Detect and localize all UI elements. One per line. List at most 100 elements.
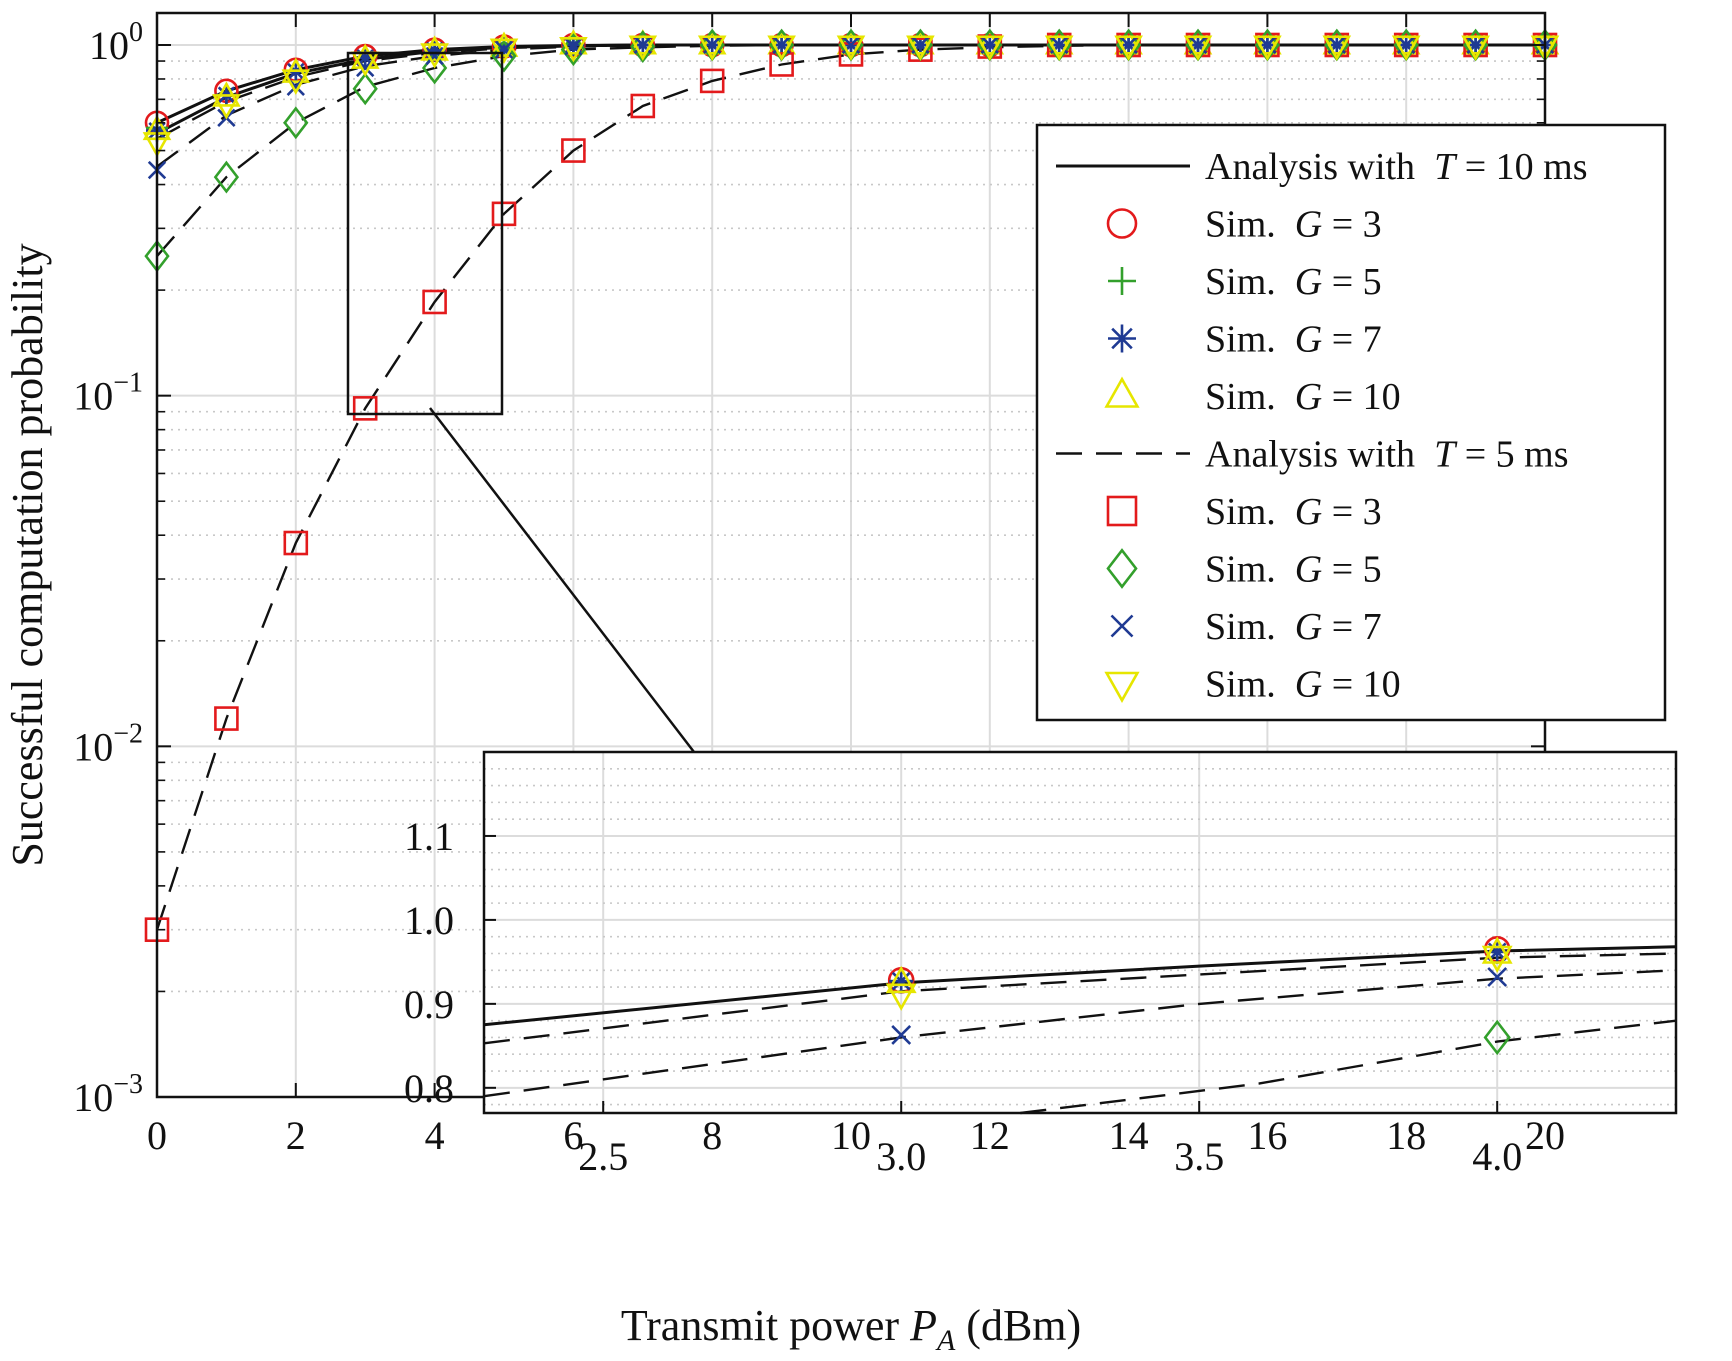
- x-tick-label-4: 8: [702, 1113, 722, 1158]
- legend-text-5-suffix: = 5 ms: [1455, 434, 1568, 476]
- legend-box: [1035, 123, 1667, 722]
- legend-marker-2-shape: [1108, 267, 1136, 295]
- marker-s4-p3: [352, 396, 378, 421]
- marker-s7-p19-shape: [1461, 35, 1490, 61]
- marker-s3-p12-shape: [975, 29, 1005, 55]
- legend-text-1-sym: G: [1295, 204, 1322, 246]
- marker-s7-p15: [1183, 35, 1213, 61]
- legend-text-2-suffix: = 5: [1322, 261, 1381, 303]
- marker-s5-p1: [213, 160, 240, 194]
- marker-s5-p3-shape: [352, 72, 378, 106]
- inset-frame: [482, 750, 1678, 1115]
- marker-s5-p3: [352, 72, 378, 106]
- x-tick-label-9: 18: [1386, 1113, 1426, 1158]
- legend-text-7-prefix: Sim.: [1205, 549, 1295, 591]
- inset-marker-4: [885, 983, 917, 1011]
- marker-s7-p5-shape: [489, 38, 519, 64]
- inset-marker-9: [1481, 936, 1513, 964]
- x-tick-label-7: 14: [1109, 1113, 1149, 1158]
- inset-x-tick-label-0: 2.5: [578, 1134, 628, 1179]
- marker-s2-p3-shape: [354, 46, 377, 69]
- legend-marker-7: [1106, 548, 1138, 589]
- marker-s7-p6: [559, 36, 588, 63]
- legend-marker-4-shape: [1104, 376, 1140, 408]
- marker-s3-p15: [1183, 29, 1213, 55]
- zoom-connector-line: [429, 407, 695, 753]
- marker-s2-p4-shape: [423, 39, 446, 62]
- x-tick-label-8: 16: [1247, 1113, 1287, 1158]
- inset-line-0: [483, 945, 1677, 1027]
- y-tick-label-0: 100: [89, 17, 143, 68]
- x-axis-label-symbol: P: [909, 1301, 937, 1350]
- zoom-region-box: [346, 51, 504, 416]
- legend-text-3-suffix: = 7: [1322, 319, 1381, 361]
- legend-text-2-sym: G: [1295, 261, 1322, 303]
- marker-s5-p5-shape: [491, 39, 517, 73]
- legend-text-6: Sim. G = 3: [1205, 491, 1382, 533]
- marker-s3-p7: [628, 29, 658, 55]
- marker-s7-p2-shape: [281, 69, 311, 95]
- marker-s7-p17-shape: [1322, 35, 1352, 61]
- marker-s4-p8-shape: [699, 68, 725, 94]
- marker-s4-p7: [630, 93, 656, 119]
- inset-marker-10: [1481, 945, 1513, 974]
- marker-s3-p14-shape: [1114, 29, 1143, 55]
- marker-s7-p16-shape: [1253, 35, 1282, 61]
- marker-s6-p4-shape: [425, 46, 444, 66]
- legend-text-9: Sim. G = 10: [1205, 664, 1401, 706]
- x-tick-label-2: 4: [425, 1113, 445, 1158]
- y-tick-label-exp-3: −3: [113, 1069, 143, 1100]
- marker-s3-p8: [697, 29, 727, 55]
- marker-s7-p4: [420, 43, 449, 69]
- marker-s7-p10: [836, 35, 866, 61]
- legend-text-7: Sim. G = 5: [1205, 549, 1382, 591]
- marker-s3-p14: [1114, 29, 1143, 55]
- legend-marker-6: [1106, 495, 1138, 527]
- legend-text-9-prefix: Sim.: [1205, 664, 1295, 706]
- x-tick-label-10: 20: [1525, 1113, 1565, 1158]
- inset-marker-11: [1487, 967, 1508, 987]
- marker-s7-p15-shape: [1183, 35, 1213, 61]
- legend-text-4: Sim. G = 10: [1205, 376, 1401, 418]
- series-line-5: [156, 43, 1545, 140]
- inset-marker-11-shape: [1487, 967, 1508, 987]
- inset-marker-5-shape: [891, 1025, 912, 1045]
- inset-y-tick-label-3: 1.1: [404, 814, 454, 859]
- marker-s4-p1: [214, 706, 239, 731]
- marker-s7-p16: [1253, 35, 1282, 61]
- x-tick-label-6: 12: [970, 1113, 1010, 1158]
- marker-s4-p4-shape: [422, 289, 447, 315]
- legend-marker-3-shape: [1108, 324, 1136, 353]
- inset-x-tick-label-1: 3.0: [876, 1134, 926, 1179]
- marker-s3-p19: [1461, 29, 1490, 55]
- legend-text-7-suffix: = 5: [1322, 549, 1381, 591]
- inset-marker-3-shape: [885, 965, 917, 994]
- inset-line-1: [483, 952, 1677, 1045]
- y-axis-label: Successful computation probability: [3, 243, 52, 866]
- legend-text-9-suffix: = 10: [1322, 664, 1400, 706]
- marker-s7-p7: [628, 35, 658, 61]
- marker-s7-p4-shape: [420, 43, 449, 69]
- legend-text-4-sym: G: [1295, 376, 1322, 418]
- inset-marker-12-shape: [1483, 1019, 1511, 1056]
- marker-s7-p14-shape: [1114, 35, 1143, 61]
- legend-marker-9-shape: [1104, 671, 1140, 703]
- legend-marker-1-shape: [1106, 208, 1138, 239]
- y-tick-label-base-0: 10: [89, 23, 129, 68]
- inset-zoom-chart: 2.5 3.0 3.5 4.0 0.8 0.9 1.0 1.1: [404, 750, 1678, 1179]
- legend-text-8: Sim. G = 7: [1205, 606, 1382, 648]
- inset-x-tick-label-3: 4.0: [1472, 1134, 1522, 1179]
- legend-text-7-sym: G: [1295, 549, 1322, 591]
- marker-s7-p9-shape: [767, 35, 796, 61]
- marker-s3-p18: [1391, 29, 1421, 55]
- x-axis-label-unit: (dBm): [955, 1301, 1081, 1350]
- marker-s4-p5: [491, 201, 517, 227]
- legend-marker-1: [1106, 208, 1138, 239]
- marker-s5-p1-shape: [213, 160, 240, 194]
- marker-s4-p7-shape: [630, 93, 656, 119]
- inset-x-tick-label-2: 3.5: [1174, 1134, 1224, 1179]
- marker-s4-p8: [699, 68, 725, 94]
- marker-s6-p5-shape: [494, 40, 514, 59]
